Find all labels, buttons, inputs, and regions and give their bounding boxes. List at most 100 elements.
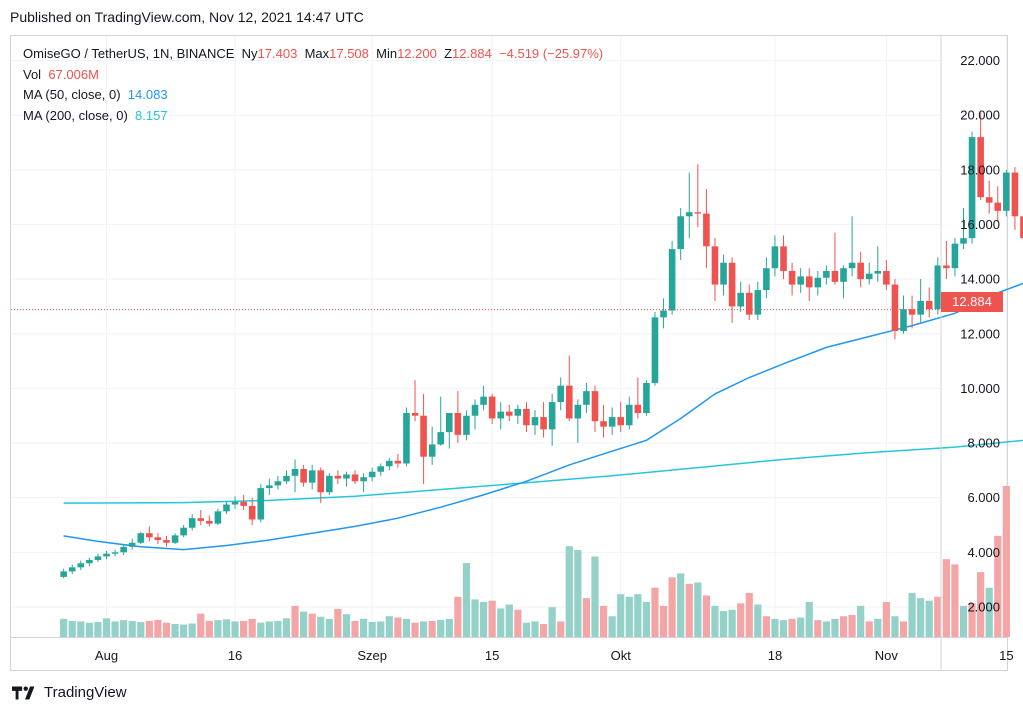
candle <box>274 475 282 490</box>
volume-bar <box>428 620 436 637</box>
volume-bar <box>222 619 231 637</box>
candle-body <box>771 246 779 269</box>
volume-bar <box>360 618 368 637</box>
candle-body <box>668 249 676 311</box>
candle-body <box>737 292 744 307</box>
price-tick-label: 6.000 <box>967 490 1000 505</box>
candle <box>488 393 496 424</box>
volume-bar <box>771 618 779 637</box>
candle-body <box>565 385 573 419</box>
volume-bar <box>874 618 882 637</box>
price-axis[interactable]: 22.000 20.000 18.000 16.000 14.000 12.000 10.0… <box>940 36 1000 670</box>
candle-body <box>471 404 479 416</box>
volume-bar <box>934 596 942 637</box>
candle-body <box>934 265 942 310</box>
volume-bar <box>942 559 950 637</box>
candle <box>737 281 744 312</box>
candle <box>857 251 864 288</box>
candle-body <box>874 270 882 274</box>
volume-bar <box>240 620 248 637</box>
candle <box>343 471 350 487</box>
price-tick-label: 8.000 <box>967 436 1000 451</box>
ma50-line <box>63 282 1023 551</box>
candle <box>428 426 436 465</box>
candle-body <box>223 504 230 512</box>
candle-body <box>977 137 984 198</box>
candle <box>317 467 325 504</box>
candle-body <box>463 415 470 435</box>
volume-bar <box>565 546 573 637</box>
candle-body <box>308 470 316 483</box>
time-axis[interactable]: Aug 16 Szep 15 Okt 18 Nov 15 <box>11 637 1014 664</box>
candle <box>600 404 607 438</box>
candle <box>480 385 487 411</box>
candle <box>823 265 830 285</box>
legend-ohlc-row: OmiseGO / TetherUS, 1N, BINANCE Ny17.403… <box>23 44 603 65</box>
legend-volume-row[interactable]: Vol 67.006M <box>23 65 603 86</box>
footer-brand[interactable]: TradingView <box>12 684 127 701</box>
candle-body <box>600 421 607 427</box>
volume-bar <box>582 598 591 637</box>
symbol-label[interactable]: OmiseGO / TetherUS, 1N, BINANCE <box>23 46 235 61</box>
volume-bar <box>60 618 68 637</box>
candle <box>883 260 890 291</box>
ma50-value: 14.083 <box>127 87 168 102</box>
candle <box>223 501 230 515</box>
volume-bar <box>762 616 770 637</box>
candle-body <box>420 415 427 457</box>
candle <box>420 393 427 485</box>
volume-bar <box>634 594 642 637</box>
candle <box>351 470 359 485</box>
volume-bar <box>882 601 890 637</box>
candle-body <box>1003 172 1010 211</box>
volume-bar <box>865 621 873 637</box>
volume-bar <box>822 621 830 637</box>
volume-bar <box>642 601 651 637</box>
candle-body <box>643 382 650 413</box>
candle <box>814 270 822 296</box>
candle <box>557 377 565 411</box>
chart-legend: OmiseGO / TetherUS, 1N, BINANCE Ny17.403… <box>23 44 603 126</box>
candle <box>505 404 513 422</box>
candle-body <box>548 402 556 430</box>
legend-ma50-row[interactable]: MA (50, close, 0) 14.083 <box>23 85 603 106</box>
candle <box>1020 180 1023 247</box>
candle-body <box>617 417 624 426</box>
volume-bar <box>539 624 548 637</box>
volume-bar <box>411 622 419 637</box>
volume-bar <box>951 564 959 637</box>
candle <box>703 188 710 269</box>
volume-bar <box>128 620 136 637</box>
volume-bar <box>694 582 702 637</box>
open-value: 17.403 <box>257 46 298 61</box>
high-label: Max <box>304 46 330 61</box>
candle <box>103 550 110 560</box>
candle <box>231 496 239 509</box>
volume-bar <box>137 621 145 637</box>
candle-body <box>206 520 213 524</box>
volume-bar <box>599 605 608 637</box>
volume-bar <box>385 616 393 637</box>
candle <box>583 382 590 413</box>
volume-bar <box>394 617 402 637</box>
candle-body <box>377 466 385 472</box>
candle <box>214 508 222 525</box>
volume-bar <box>145 620 153 637</box>
candle-body <box>591 391 599 422</box>
candle-body <box>248 505 256 520</box>
candle-body <box>685 212 693 217</box>
volume-bar <box>891 616 899 637</box>
candle-body <box>497 411 505 419</box>
volume-bar <box>985 587 993 637</box>
candle-body <box>557 385 565 403</box>
candle <box>720 254 727 296</box>
legend-ma200-row[interactable]: MA (200, close, 0) 8.157 <box>23 106 603 127</box>
volume-bar <box>917 598 925 637</box>
candle <box>934 257 942 315</box>
volume-bar <box>171 624 179 637</box>
chart-frame[interactable] <box>10 35 1008 671</box>
candle-body <box>574 404 582 419</box>
candle <box>711 238 719 301</box>
candle-body <box>780 246 787 271</box>
